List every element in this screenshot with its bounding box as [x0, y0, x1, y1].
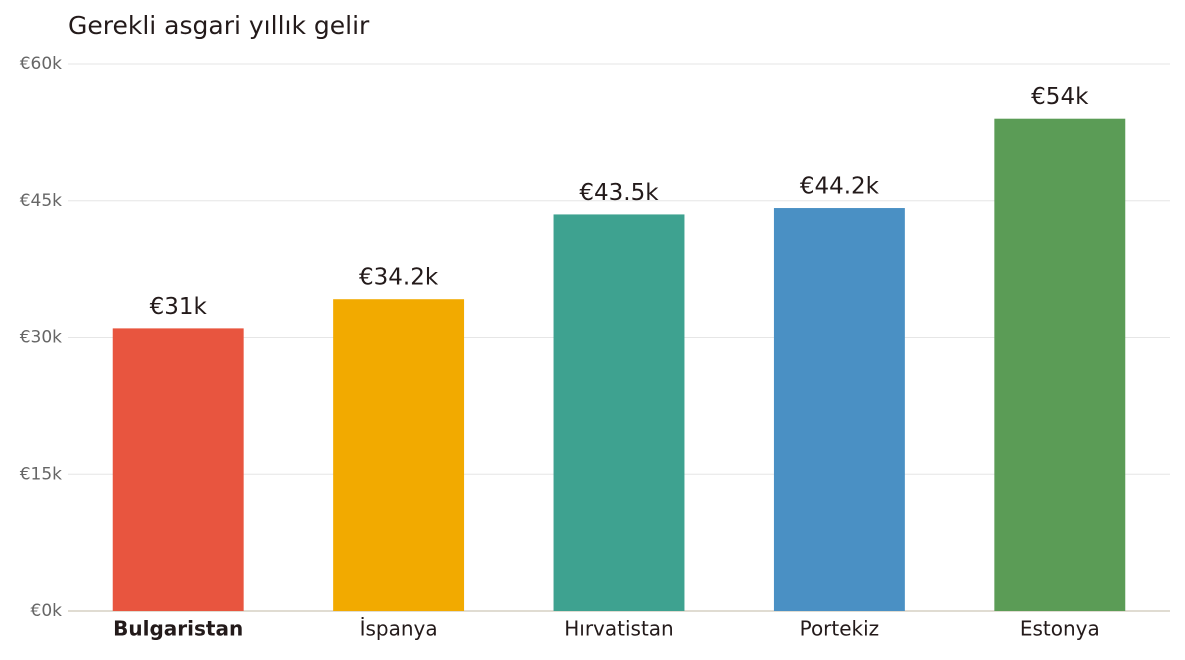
y-tick-label: €0k — [31, 601, 63, 621]
bar — [773, 208, 905, 611]
y-tick-label: €60k — [20, 54, 62, 74]
y-tick-label: €30k — [20, 328, 62, 348]
x-tick-label: Portekiz — [800, 617, 880, 641]
bar — [553, 214, 685, 612]
x-tick-label: Estonya — [1020, 617, 1100, 641]
bar — [994, 118, 1126, 611]
bar — [112, 328, 244, 611]
bar — [333, 299, 465, 611]
y-tick-label: €45k — [20, 191, 62, 211]
chart-title: Gerekli asgari yıllık gelir — [68, 11, 370, 40]
value-label: €31k — [150, 294, 208, 320]
x-tick-label: Bulgaristan — [113, 617, 243, 641]
value-label: €43.5k — [579, 180, 659, 206]
value-label: €44.2k — [800, 174, 880, 200]
x-tick-label: Hırvatistan — [564, 617, 674, 641]
y-tick-label: €15k — [20, 464, 62, 484]
x-tick-label: İspanya — [360, 617, 438, 641]
value-label: €34.2k — [359, 265, 439, 291]
value-label: €54k — [1031, 84, 1089, 110]
